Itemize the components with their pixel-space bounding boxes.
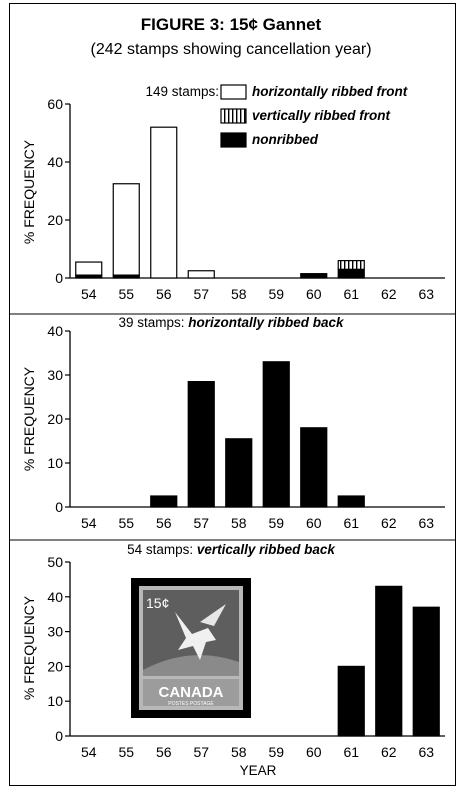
x-tick-label: 57 xyxy=(193,744,209,760)
stamp-value: 15¢ xyxy=(146,595,169,611)
legend-swatch-vertical-front xyxy=(220,108,247,124)
x-tick-label: 60 xyxy=(306,286,322,302)
panel-3-heading: 54 stamps: vertically ribbed back xyxy=(127,542,336,557)
bar-vertically-ribbed-back-63 xyxy=(412,606,440,737)
x-tick-label: 59 xyxy=(268,744,284,760)
y-tick-label: 20 xyxy=(47,212,63,228)
panel-1-y-axis-label: % FREQUENCY xyxy=(21,139,37,244)
panel-2-count-label: 39 stamps: xyxy=(118,315,184,330)
y-tick-label: 0 xyxy=(55,270,63,286)
x-tick-label: 62 xyxy=(381,515,397,531)
panel-3-title: vertically ribbed back xyxy=(197,542,337,557)
panel-2-heading: 39 stamps: horizontally ribbed back xyxy=(118,315,345,330)
figure-frame xyxy=(9,3,456,786)
x-tick-label: 55 xyxy=(118,286,134,302)
y-tick-label: 10 xyxy=(47,693,63,709)
x-tick-label: 63 xyxy=(418,515,434,531)
x-tick-label: 55 xyxy=(118,744,134,760)
panel-3-y-axis-label: % FREQUENCY xyxy=(21,595,37,700)
legend-swatch-horizontal-front xyxy=(220,84,247,100)
x-tick-label: 59 xyxy=(268,515,284,531)
panel-1-legend: 149 stamps: horizontally ribbed front ve… xyxy=(145,84,408,148)
x-tick-label: 62 xyxy=(381,744,397,760)
x-tick-label: 56 xyxy=(156,515,172,531)
bar-vertically-ribbed-front-61 xyxy=(337,260,365,270)
legend-swatch-nonribbed xyxy=(220,132,247,148)
stamp-banner xyxy=(143,679,239,706)
y-tick-label: 20 xyxy=(47,411,63,427)
x-tick-label: 59 xyxy=(268,286,284,302)
gannet-stamp-image: 15¢ CANADA POSTES POSTAGE xyxy=(131,578,251,718)
chart-panel-3: 0 10 20 30 40 50 54 55 56 57 58 59 60 61 62 63 xyxy=(47,554,445,760)
y-tick-label: 60 xyxy=(47,96,63,112)
bar-vertically-ribbed-back-62 xyxy=(375,585,403,737)
y-tick-label: 0 xyxy=(55,499,63,515)
bar-horizontally-ribbed-back-57 xyxy=(187,381,215,508)
y-tick-label: 40 xyxy=(47,589,63,605)
x-tick-label: 58 xyxy=(231,515,247,531)
panel-2-y-axis-label: % FREQUENCY xyxy=(21,366,37,471)
x-tick-label: 54 xyxy=(81,744,97,760)
bar-horizontally-ribbed-front-54 xyxy=(75,261,103,276)
x-tick-label: 63 xyxy=(418,744,434,760)
bar-horizontally-ribbed-front-55 xyxy=(112,183,140,276)
panel-3-count-label: 54 stamps: xyxy=(127,542,193,557)
x-tick-label: 61 xyxy=(343,286,359,302)
gannet-bird-icon xyxy=(175,612,216,660)
figure-title: FIGURE 3: 15¢ Gannet xyxy=(141,15,322,34)
bar-vertically-ribbed-back-61 xyxy=(337,665,365,737)
bar-horizontally-ribbed-back-59 xyxy=(262,361,290,508)
x-tick-label: 61 xyxy=(343,744,359,760)
bar-horizontally-ribbed-front-57 xyxy=(187,270,215,279)
y-tick-label: 10 xyxy=(47,455,63,471)
y-tick-label: 0 xyxy=(55,728,63,744)
panel-1-count-label: 149 stamps: xyxy=(145,84,219,99)
stamp-country: CANADA xyxy=(159,684,224,701)
panel-2-title: horizontally ribbed back xyxy=(188,315,345,330)
x-tick-label: 54 xyxy=(81,286,97,302)
bar-nonribbed-60 xyxy=(300,273,328,279)
bar-horizontally-ribbed-front-56 xyxy=(150,126,178,279)
gannet-wing-icon xyxy=(200,604,226,626)
bar-horizontally-ribbed-back-60 xyxy=(300,427,328,508)
bar-nonribbed-61 xyxy=(337,268,365,279)
x-tick-label: 57 xyxy=(193,286,209,302)
stamp-bottom-text: POSTES POSTAGE xyxy=(168,701,214,707)
x-tick-label: 60 xyxy=(306,515,322,531)
x-tick-label: 57 xyxy=(193,515,209,531)
chart-panel-2: 0 10 20 30 40 54 55 56 57 58 59 60 61 62 63 xyxy=(47,323,445,531)
y-tick-label: 40 xyxy=(47,323,63,339)
x-tick-label: 56 xyxy=(156,744,172,760)
x-tick-label: 58 xyxy=(231,286,247,302)
chart-panel-1: 0 20 40 60 54 55 56 57 58 59 60 61 62 63 xyxy=(47,96,445,302)
x-tick-label: 60 xyxy=(306,744,322,760)
y-tick-label: 30 xyxy=(47,367,63,383)
x-tick-label: 56 xyxy=(156,286,172,302)
x-tick-label: 58 xyxy=(231,744,247,760)
x-tick-label: 55 xyxy=(118,515,134,531)
figure-subtitle: (242 stamps showing cancellation year) xyxy=(90,41,371,58)
x-tick-label: 62 xyxy=(381,286,397,302)
y-tick-label: 20 xyxy=(47,658,63,674)
x-tick-label: 63 xyxy=(418,286,434,302)
bar-horizontally-ribbed-back-56 xyxy=(150,495,178,508)
bar-horizontally-ribbed-back-58 xyxy=(225,438,253,508)
bar-horizontally-ribbed-back-61 xyxy=(337,495,365,508)
x-tick-label: 61 xyxy=(343,515,359,531)
legend-label-nonribbed: nonribbed xyxy=(252,132,319,147)
legend-label-vertical-front: vertically ribbed front xyxy=(252,108,391,123)
legend-label-horizontal-front: horizontally ribbed front xyxy=(252,84,408,99)
y-tick-label: 30 xyxy=(47,624,63,640)
x-tick-label: 54 xyxy=(81,515,97,531)
y-tick-label: 40 xyxy=(47,154,63,170)
x-axis-label: YEAR xyxy=(240,763,277,778)
y-tick-label: 50 xyxy=(47,554,63,570)
stamp-sea xyxy=(143,655,239,676)
